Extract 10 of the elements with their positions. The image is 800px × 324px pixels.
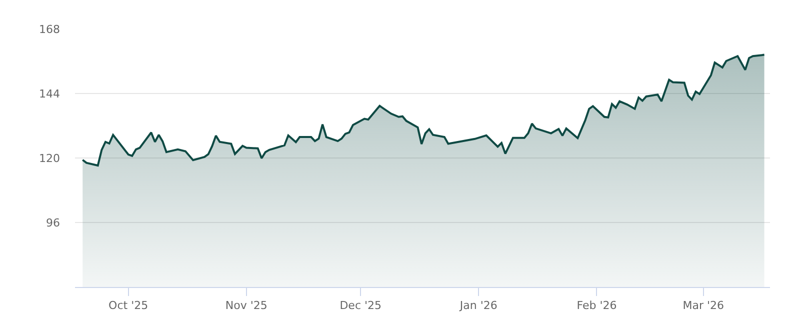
y-tick-label: 144 bbox=[39, 87, 60, 100]
x-tick-label: Mar '26 bbox=[682, 299, 724, 312]
y-tick-label: 120 bbox=[39, 152, 60, 165]
x-tick-label: Jan '26 bbox=[458, 299, 498, 312]
y-tick-label: 168 bbox=[39, 22, 60, 36]
y-tick-label: 96 bbox=[46, 216, 60, 230]
x-tick-label: Feb '26 bbox=[576, 299, 617, 312]
x-tick-label: Dec '25 bbox=[340, 299, 382, 312]
x-tick-label: Nov '25 bbox=[225, 299, 268, 312]
x-tick-label: Oct '25 bbox=[108, 299, 148, 312]
